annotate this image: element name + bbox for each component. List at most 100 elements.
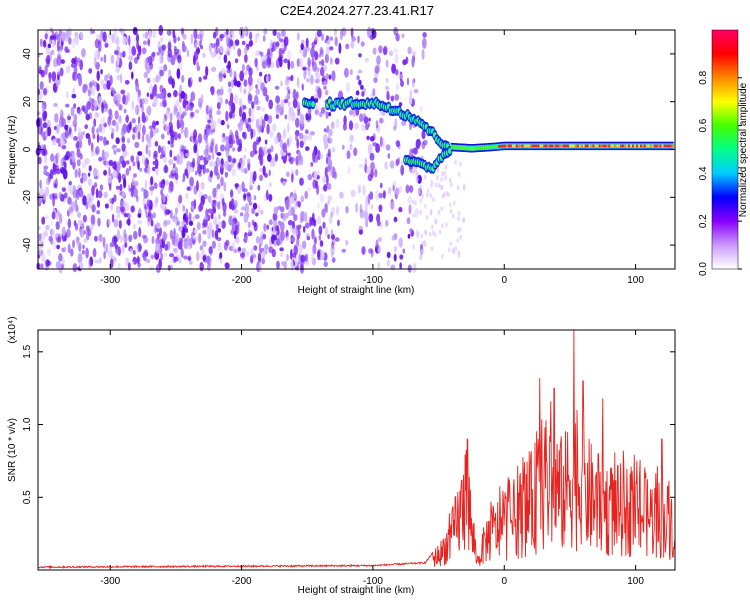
noise-cell-350: [189, 176, 195, 187]
noise-cell-1115: [202, 240, 207, 247]
noise-cell-359: [142, 196, 146, 208]
noise-tail-cell-1: [411, 199, 415, 205]
noise-cell-2119: [200, 94, 204, 104]
noise-cell-1717: [210, 200, 213, 205]
noise-cell-308: [200, 181, 205, 190]
noise-tail-cell-31: [448, 247, 451, 253]
noise-cell-2201: [146, 56, 149, 64]
noise-cell-1972: [266, 123, 270, 135]
noise-cell-118: [327, 200, 331, 205]
noise-cell-1962: [42, 39, 47, 48]
ridge-band-core-161: [600, 144, 603, 148]
noise-cell-1798: [156, 233, 161, 239]
noise-cell-2055: [173, 163, 176, 169]
noise-cell-363: [279, 38, 284, 43]
noise-cell-1436: [319, 240, 324, 247]
noise-tail-cell-3: [430, 246, 434, 252]
noise-cell-1221: [148, 149, 151, 158]
noise-cell-1867: [355, 90, 360, 96]
noise-cell-120: [132, 26, 138, 36]
noise-cell-2086: [104, 74, 108, 82]
noise-cell-1041: [219, 257, 223, 264]
noise-cell-1026: [328, 112, 332, 117]
noise-cell-1523: [366, 166, 371, 175]
noise-cell-1468: [344, 67, 349, 78]
noise-cell-1172: [131, 261, 135, 266]
noise-cell-389: [239, 84, 243, 93]
noise-cell-1600: [193, 129, 198, 140]
noise-cell-718: [135, 104, 140, 116]
noise-cell-537: [152, 212, 157, 219]
noise-cell-270: [130, 205, 135, 213]
noise-cell-1741: [40, 126, 43, 137]
noise-cell-317: [67, 243, 71, 254]
noise-cell-2034: [331, 147, 336, 153]
noise-cell-1522: [298, 243, 303, 255]
noise-cell-1674: [184, 168, 188, 176]
noise-cell-1413: [370, 161, 375, 171]
noise-cell-1690: [402, 59, 407, 66]
noise-cell-2191: [166, 241, 171, 251]
ridge-band-core-180: [638, 144, 641, 148]
noise-cell-1705: [170, 134, 175, 144]
noise-cell-601: [329, 36, 333, 41]
noise-cell-2194: [38, 70, 44, 75]
noise-cell-640: [235, 236, 240, 244]
noise-cell-315: [162, 231, 167, 242]
noise-cell-770: [137, 94, 141, 103]
noise-cell-201: [102, 83, 108, 90]
noise-cell-1996: [377, 245, 381, 254]
ridge-core-4: [311, 102, 315, 106]
noise-tail-cell-77: [456, 238, 460, 244]
noise-cell-766: [218, 73, 223, 78]
noise-cell-1606: [339, 191, 344, 199]
noise-cell-849: [152, 100, 157, 107]
noise-cell-2170: [99, 33, 103, 43]
snr-series-line: [37, 329, 676, 570]
noise-cell-1031: [317, 150, 321, 161]
noise-cell-1193: [301, 39, 305, 45]
noise-cell-2178: [132, 47, 137, 56]
noise-cell-1946: [323, 64, 327, 72]
noise-cell-1169: [217, 92, 221, 104]
noise-cell-1435: [190, 91, 196, 102]
noise-cell-1843: [74, 169, 78, 178]
noise-cell-369: [136, 33, 139, 43]
noise-cell-375: [244, 120, 249, 126]
noise-cell-170: [221, 220, 226, 229]
noise-cell-1783: [96, 128, 99, 135]
noise-cell-1960: [243, 88, 247, 95]
noise-cell-528: [306, 78, 310, 83]
noise-cell-1774: [44, 65, 48, 76]
noise-cell-1521: [314, 236, 317, 245]
noise-cell-1790: [159, 59, 163, 65]
noise-cell-969: [414, 208, 419, 218]
noise-cell-759: [304, 190, 309, 200]
noise-cell-1103: [146, 92, 150, 97]
noise-cell-1968: [209, 45, 212, 55]
noise-cell-1106: [353, 147, 358, 157]
noise-cell-1314: [39, 81, 44, 90]
noise-cell-1213: [222, 133, 226, 138]
ridge-band-core-192: [661, 144, 664, 148]
noise-cell-1553: [279, 252, 284, 258]
noise-cell-1703: [406, 77, 410, 86]
noise-cell-987: [128, 35, 131, 46]
noise-cell-2066: [394, 93, 400, 101]
noise-cell-1252: [138, 45, 142, 56]
noise-cell-1180: [357, 35, 360, 44]
noise-cell-1721: [144, 179, 148, 191]
noise-cell-138: [389, 160, 395, 169]
noise-cell-1874: [162, 219, 168, 228]
noise-cell-1895: [75, 189, 80, 200]
noise-cell-533: [247, 117, 252, 123]
noise-cell-430: [139, 167, 143, 172]
noise-cell-2114: [143, 167, 148, 173]
noise-cell-1939: [401, 120, 406, 127]
noise-cell-1584: [187, 256, 192, 262]
noise-cell-2221: [288, 106, 294, 116]
noise-cell-1233: [260, 82, 265, 92]
noise-cell-1558: [182, 219, 186, 226]
noise-cell-2000: [109, 242, 115, 248]
noise-cell-896: [294, 256, 298, 268]
